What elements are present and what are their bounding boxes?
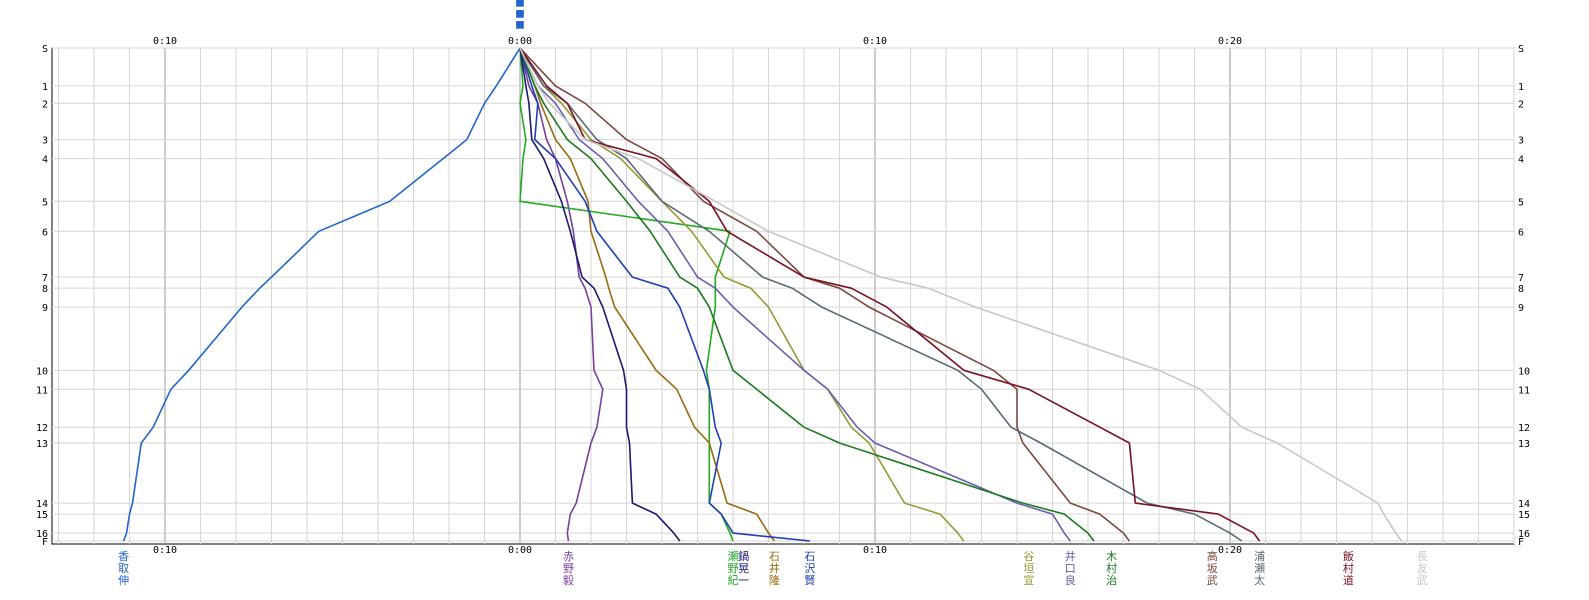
series-line (519, 47, 965, 542)
y-tick-label-right: 2 (1518, 99, 1524, 110)
finisher-label: 谷垣宣 (1023, 550, 1034, 587)
y-tick-label-right: 11 (1518, 385, 1530, 396)
finisher-label: 香取伸 (118, 550, 129, 587)
y-tick-label-left: 4 (42, 155, 48, 166)
y-tick-label-right: S (1518, 44, 1524, 55)
y-tick-label-right: 15 (1518, 510, 1530, 521)
y-tick-label-right: 6 (1518, 227, 1524, 238)
x-tick-label-top: 0:20 (1218, 36, 1242, 47)
y-tick-label-left: 3 (42, 136, 48, 147)
y-tick-label-left: 6 (42, 227, 48, 238)
plot-area (51, 47, 1515, 545)
finisher-label: 赤野毅 (563, 550, 574, 587)
y-tick-label-right: 7 (1518, 273, 1524, 284)
y-tick-label-right: F (1518, 537, 1524, 548)
finisher-label: 瀬野紀 (728, 549, 739, 587)
finisher-label: 飯村道 (1343, 549, 1354, 587)
y-tick-label-right: 1 (1518, 82, 1524, 93)
x-ticks-top: 0:10 0:00 0:10 0:20 (153, 36, 1242, 47)
finisher-label: 石沢賢 (804, 550, 815, 587)
y-tick-label-right: 3 (1518, 136, 1524, 147)
x-ticks-bottom: 0:10 0:00 0:10 0:20 (153, 545, 1242, 556)
finisher-label: 長友武 (1417, 550, 1428, 587)
y-tick-label-left: 9 (42, 303, 48, 314)
x-tick-label-top: 0:00 (508, 36, 532, 47)
x-tick-label-bottom: 0:10 (863, 545, 887, 556)
finisher-label: 石井隆 (769, 550, 780, 587)
series-line (519, 47, 1095, 542)
y-tick-label-left: 14 (36, 499, 48, 510)
series-lines (122, 47, 1403, 542)
y-tick-label-left: S (42, 44, 48, 55)
series-line (519, 47, 810, 542)
finisher-label: 木村治 (1106, 550, 1117, 587)
y-tick-label-right: 10 (1518, 366, 1530, 377)
finisher-label: 高坂武 (1207, 549, 1218, 587)
y-tick-label-right: 14 (1518, 499, 1530, 510)
y-tick-label-right: 16 (1518, 529, 1530, 540)
series-line (519, 47, 1261, 542)
series-line (519, 47, 1131, 542)
series-line (519, 47, 776, 542)
y-tick-label-left: 7 (42, 273, 48, 284)
x-tick-label-bottom: 0:10 (153, 545, 177, 556)
top-marker: ■■■ (515, 0, 526, 31)
finisher-label: 鍋晃一 (738, 549, 749, 587)
x-tick-label-top: 0:10 (153, 36, 177, 47)
series-line (519, 47, 681, 542)
y-tick-label-left: 5 (42, 197, 48, 208)
series-line (122, 47, 521, 542)
grid (52, 47, 1515, 544)
y-tick-label-left: 10 (36, 366, 48, 377)
y-tick-label-left: F (42, 537, 48, 548)
series-line (519, 47, 1403, 542)
y-tick-label-right: 5 (1518, 197, 1524, 208)
finisher-label: 浦瀬太 (1254, 550, 1265, 587)
y-tick-label-right: 9 (1518, 303, 1524, 314)
y-tick-label-left: 11 (36, 385, 48, 396)
finisher-label: 井口良 (1065, 549, 1076, 587)
y-tick-label-right: 8 (1518, 284, 1524, 295)
y-tick-label-left: 1 (42, 82, 48, 93)
x-tick-label-bottom: 0:20 (1218, 545, 1242, 556)
y-tick-label-left: 15 (36, 510, 48, 521)
y-tick-label-right: 13 (1518, 439, 1530, 450)
x-tick-label-top: 0:10 (863, 36, 887, 47)
y-tick-label-left: 13 (36, 439, 48, 450)
series-line (519, 47, 604, 542)
x-tick-label-bottom: 0:00 (508, 545, 532, 556)
y-tick-label-left: 8 (42, 284, 48, 295)
y-tick-label-left: 2 (42, 99, 48, 110)
y-tick-label-left: 16 (36, 529, 48, 540)
series-line (519, 47, 1071, 542)
y-tick-label-left: 12 (36, 423, 48, 434)
y-tick-label-right: 12 (1518, 423, 1530, 434)
y-tick-label-right: 4 (1518, 155, 1524, 166)
